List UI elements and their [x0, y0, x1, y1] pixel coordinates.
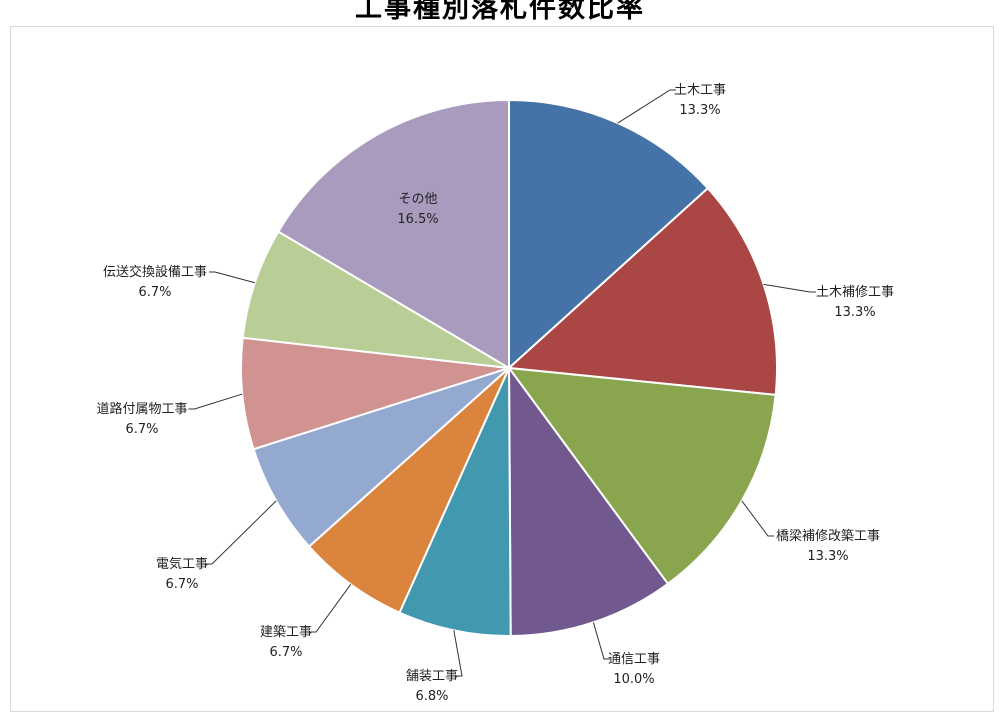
pie-slice — [506, 186, 778, 396]
pie-slice — [240, 336, 510, 451]
leader-line — [453, 630, 463, 677]
leader-line — [310, 584, 352, 633]
slice-labels: 土木工事 13.3% 土木補修工事 13.3% 橋梁補修改築工事 13.3% 通信工事 10.… — [96, 83, 894, 704]
slice-percent-label: 16.5% — [397, 212, 438, 227]
pie-slice — [252, 367, 510, 548]
plot-area — [10, 26, 994, 712]
slice-percent-label: 6.7% — [138, 285, 171, 300]
slice-label: 伝送交換設備工事 — [103, 264, 207, 280]
pie-slice — [508, 98, 710, 371]
slice-percent-label: 10.0% — [613, 672, 654, 687]
slice-percent-label: 6.7% — [125, 422, 158, 437]
chart-title: 工事種別落札件数比率 — [355, 0, 645, 24]
leader-line — [741, 500, 774, 537]
slice-percent-label: 13.3% — [834, 305, 875, 320]
pie-slices — [240, 98, 778, 638]
slice-percent-label: 13.3% — [807, 549, 848, 564]
slice-label: 道路付属物工事 — [96, 401, 187, 417]
leader-line — [592, 622, 610, 660]
leader-line — [206, 500, 277, 565]
slice-percent-label: 13.3% — [679, 103, 720, 118]
slice-label: 建築工事 — [260, 625, 312, 640]
slice-percent-label: 6.8% — [415, 689, 448, 704]
slice-label: 土木工事 — [674, 83, 726, 98]
pie-slice — [276, 98, 510, 370]
slice-percent-label: 6.7% — [165, 577, 198, 592]
pie-slice — [507, 364, 670, 638]
slice-label: 電気工事 — [156, 556, 208, 572]
slice-percent-label: 6.7% — [269, 645, 302, 660]
slice-label: 橋梁補修改築工事 — [776, 529, 880, 544]
pie-slice — [398, 367, 512, 637]
leader-lines — [188, 89, 816, 677]
leader-line — [763, 283, 816, 293]
pie-slice — [307, 367, 510, 614]
pie-slice — [241, 230, 510, 369]
slice-label: 舗装工事 — [406, 669, 458, 684]
slice-label: 土木補修工事 — [816, 285, 894, 300]
pie-slice — [506, 366, 777, 586]
leader-line — [209, 271, 256, 284]
slice-label: その他 — [398, 192, 437, 207]
leader-line — [617, 89, 676, 124]
slice-label: 通信工事 — [608, 652, 660, 667]
leader-line — [188, 393, 243, 410]
